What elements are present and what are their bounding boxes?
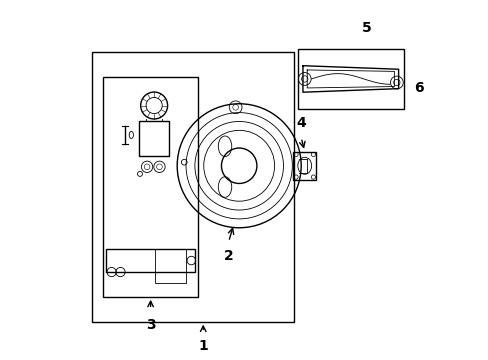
Text: 6: 6 xyxy=(414,81,423,95)
Text: 3: 3 xyxy=(145,318,155,332)
Bar xyxy=(139,121,169,156)
Text: 4: 4 xyxy=(296,116,305,130)
Text: 1: 1 xyxy=(198,339,208,354)
Text: 5: 5 xyxy=(361,21,371,35)
Bar xyxy=(297,49,403,109)
Bar xyxy=(106,249,195,272)
Bar xyxy=(92,53,293,321)
Text: 2: 2 xyxy=(223,249,233,263)
Bar xyxy=(293,152,316,180)
Bar xyxy=(155,249,185,283)
Bar xyxy=(102,77,198,297)
